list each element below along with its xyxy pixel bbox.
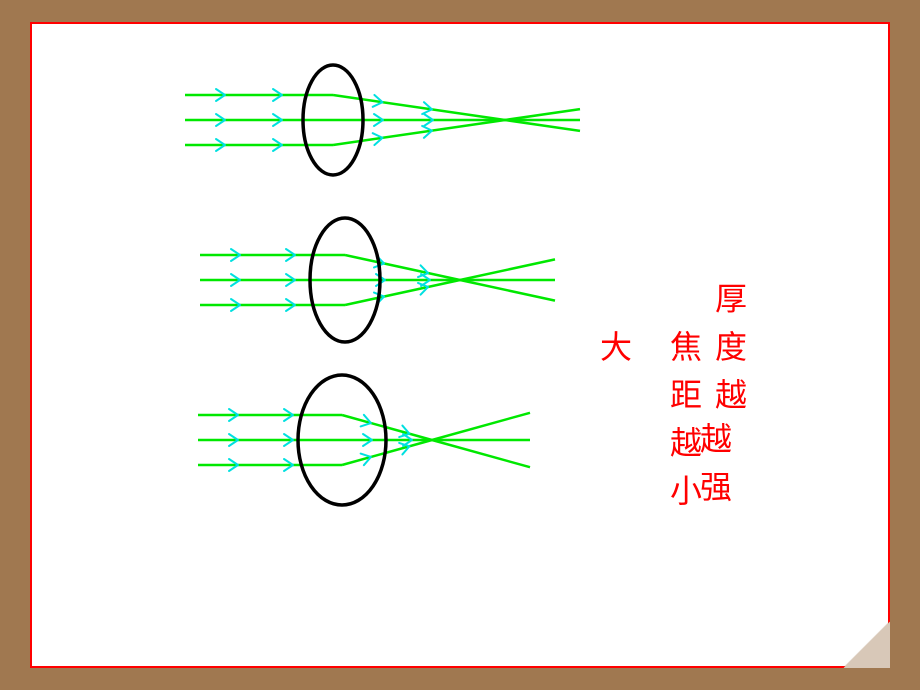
optics-diagram: [0, 0, 920, 690]
text-line-2: 越强: [700, 415, 732, 511]
text-line-1b: 大: [600, 323, 632, 371]
text-line-1a: 厚度越: [715, 275, 747, 419]
text-line-1c: 焦距越小: [670, 323, 702, 515]
